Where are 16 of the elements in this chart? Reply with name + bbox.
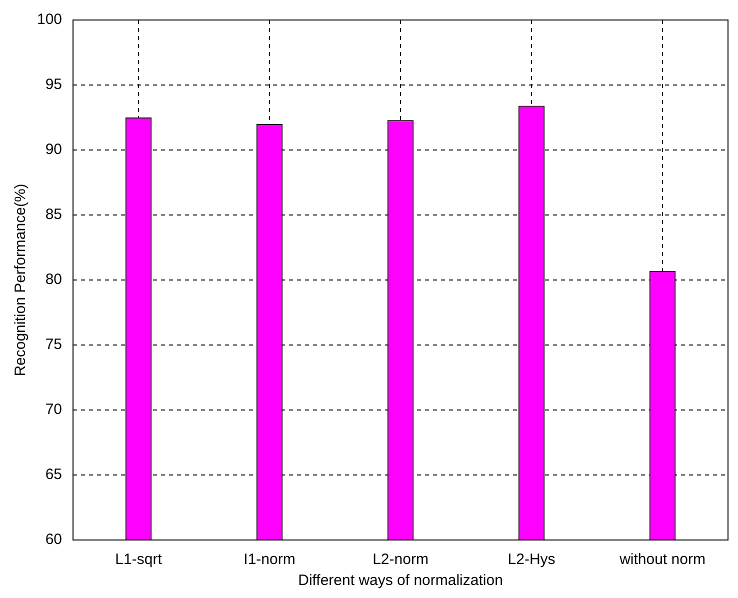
x-tick-label: L2-Hys: [508, 551, 556, 568]
x-tick-label: I1-norm: [244, 551, 296, 568]
y-tick-label: 80: [45, 271, 62, 288]
y-tick-label: 60: [45, 531, 62, 548]
y-tick-label: 90: [45, 141, 62, 158]
x-axis-title: Different ways of normalization: [298, 572, 503, 590]
y-tick-label: 95: [45, 76, 62, 94]
y-axis-title: Recognition Performance(%): [12, 184, 30, 376]
y-tick-label: 85: [45, 206, 62, 224]
x-tick-label: without norm: [618, 551, 706, 568]
y-tick-label: 70: [45, 401, 62, 418]
y-tick-label: 100: [36, 11, 62, 28]
x-tick-label: L1-sqrt: [115, 551, 163, 568]
y-tick-label: 75: [45, 336, 62, 354]
y-tick-label: 65: [45, 466, 62, 484]
x-tick-label: L2-norm: [372, 551, 428, 568]
